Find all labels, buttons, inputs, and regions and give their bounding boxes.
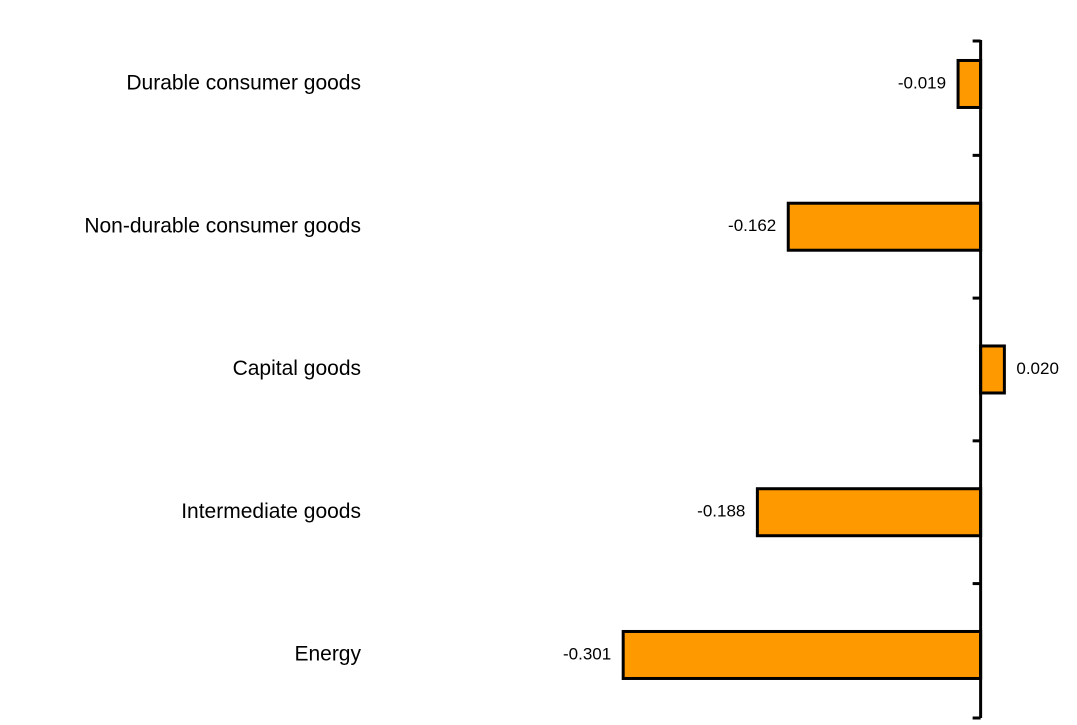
bar (621, 629, 983, 680)
bar (786, 201, 983, 252)
value-label: 0.020 (1016, 359, 1059, 378)
bar (956, 58, 983, 109)
category-label: Intermediate goods (181, 500, 361, 523)
value-label: -0.162 (728, 216, 776, 235)
bar (755, 487, 983, 538)
bar (979, 344, 1006, 395)
value-label: -0.188 (697, 502, 745, 521)
category-label: Non-durable consumer goods (84, 214, 361, 237)
category-label: Durable consumer goods (126, 72, 361, 95)
value-label: -0.019 (898, 73, 946, 92)
category-label: Energy (294, 643, 361, 666)
category-label: Capital goods (233, 357, 361, 380)
value-label: -0.301 (563, 644, 611, 663)
